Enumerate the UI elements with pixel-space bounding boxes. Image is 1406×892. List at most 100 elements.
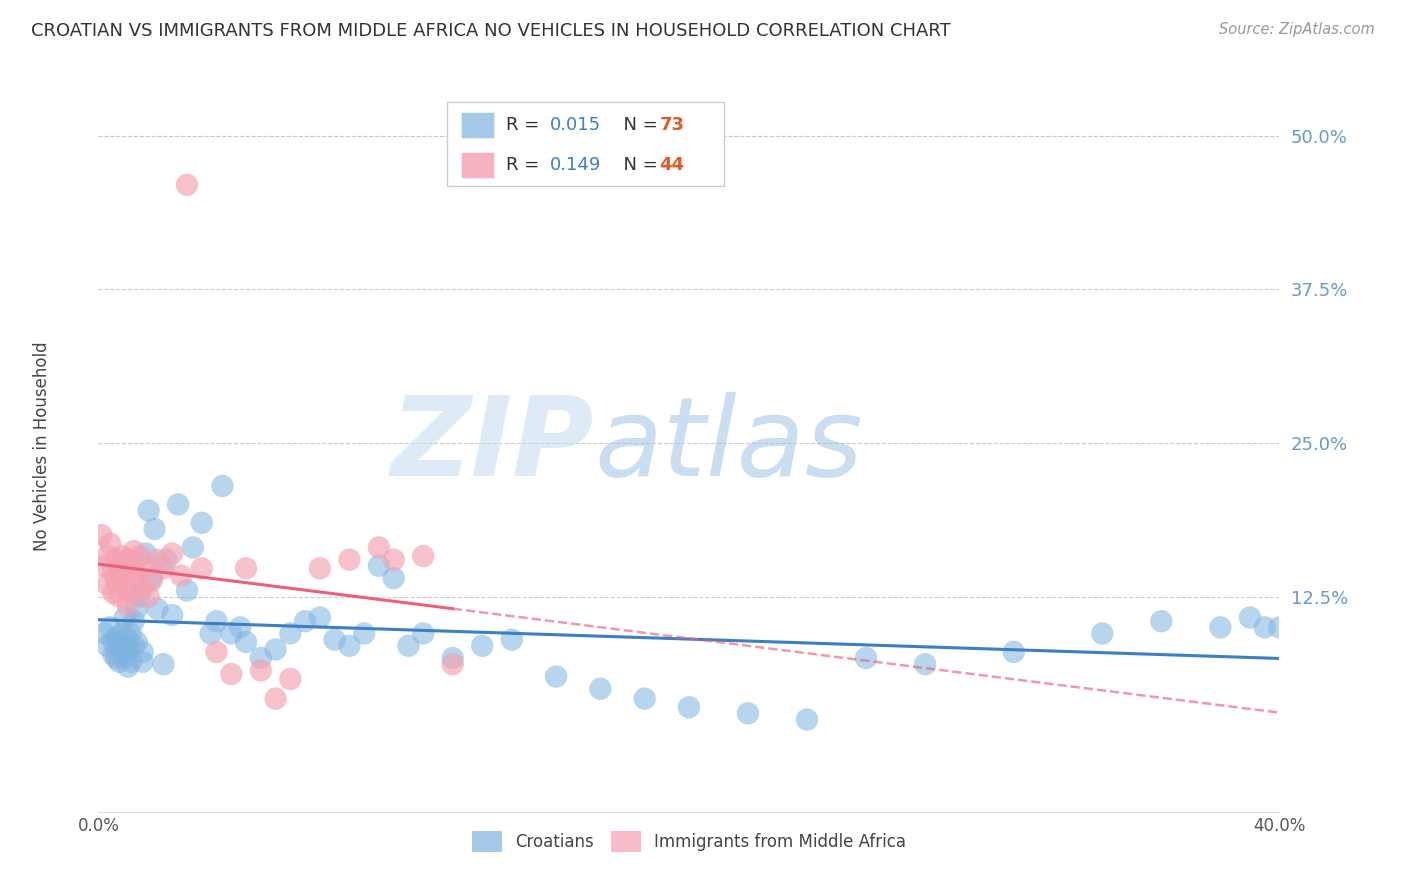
Point	[441, 651, 464, 665]
Point	[229, 620, 252, 634]
Point	[855, 651, 877, 665]
Point	[235, 561, 257, 575]
Point	[546, 669, 568, 683]
Point	[111, 549, 134, 563]
Point	[143, 522, 166, 536]
Text: 0.149: 0.149	[550, 156, 600, 174]
Point	[162, 547, 183, 561]
Point	[103, 565, 125, 579]
Text: CROATIAN VS IMMIGRANTS FROM MIDDLE AFRICA NO VEHICLES IN HOUSEHOLD CORRELATION C: CROATIAN VS IMMIGRANTS FROM MIDDLE AFRIC…	[31, 22, 950, 40]
Point	[114, 610, 136, 624]
Point	[105, 552, 128, 566]
Point	[191, 561, 214, 575]
Point	[135, 547, 157, 561]
Point	[339, 639, 361, 653]
Point	[120, 626, 142, 640]
Point	[128, 590, 150, 604]
Text: No Vehicles in Household: No Vehicles in Household	[32, 341, 51, 551]
Point	[309, 610, 332, 624]
Point	[162, 607, 183, 622]
Point	[98, 537, 121, 551]
Point	[120, 586, 142, 600]
Point	[114, 649, 136, 664]
Point	[103, 635, 125, 649]
Point	[634, 691, 657, 706]
Point	[1268, 620, 1291, 634]
Point	[111, 626, 134, 640]
Point	[132, 655, 155, 669]
Text: 73: 73	[659, 116, 685, 134]
Point	[125, 602, 148, 616]
Point	[138, 590, 160, 604]
Point	[167, 497, 190, 511]
Point	[200, 626, 222, 640]
Point	[132, 645, 155, 659]
Point	[170, 568, 193, 582]
Point	[280, 626, 302, 640]
Point	[125, 635, 148, 649]
Point	[1150, 614, 1173, 628]
Point	[141, 571, 163, 585]
Point	[412, 549, 434, 563]
Point	[211, 479, 233, 493]
Point	[122, 574, 145, 588]
Point	[205, 614, 228, 628]
Point	[176, 583, 198, 598]
Text: R =: R =	[506, 156, 546, 174]
Point	[132, 581, 155, 595]
Point	[96, 549, 118, 563]
FancyBboxPatch shape	[461, 112, 494, 138]
Point	[264, 691, 287, 706]
Point	[264, 642, 287, 657]
Point	[103, 586, 125, 600]
Point	[1209, 620, 1232, 634]
Point	[796, 713, 818, 727]
Point	[96, 577, 118, 591]
Legend: Croatians, Immigrants from Middle Africa: Croatians, Immigrants from Middle Africa	[465, 824, 912, 858]
Point	[181, 541, 204, 555]
Point	[382, 552, 405, 566]
Point	[103, 648, 125, 662]
Point	[108, 655, 131, 669]
Point	[205, 645, 228, 659]
Point	[117, 632, 139, 647]
Point	[737, 706, 759, 721]
Text: 0.015: 0.015	[550, 116, 600, 134]
Point	[96, 639, 118, 653]
Text: R =: R =	[506, 116, 546, 134]
Point	[1091, 626, 1114, 640]
Point	[135, 561, 157, 575]
Point	[125, 565, 148, 579]
Point	[1254, 620, 1277, 634]
Point	[138, 503, 160, 517]
Point	[280, 672, 302, 686]
Point	[294, 614, 316, 628]
Point	[221, 667, 243, 681]
Point	[146, 602, 169, 616]
Point	[117, 659, 139, 673]
Point	[141, 574, 163, 588]
Point	[678, 700, 700, 714]
Point	[146, 552, 169, 566]
Text: 44: 44	[659, 156, 685, 174]
Point	[117, 598, 139, 612]
Point	[117, 642, 139, 657]
Point	[368, 558, 391, 573]
Point	[108, 635, 131, 649]
Point	[105, 630, 128, 644]
Point	[90, 528, 112, 542]
Point	[108, 590, 131, 604]
Point	[105, 651, 128, 665]
Point	[1002, 645, 1025, 659]
Point	[235, 635, 257, 649]
Point	[93, 558, 115, 573]
Point	[120, 655, 142, 669]
Point	[117, 552, 139, 566]
Point	[221, 626, 243, 640]
Point	[323, 632, 346, 647]
Point	[1239, 610, 1261, 624]
Point	[105, 574, 128, 588]
Point	[382, 571, 405, 585]
Point	[339, 552, 361, 566]
FancyBboxPatch shape	[461, 153, 494, 178]
